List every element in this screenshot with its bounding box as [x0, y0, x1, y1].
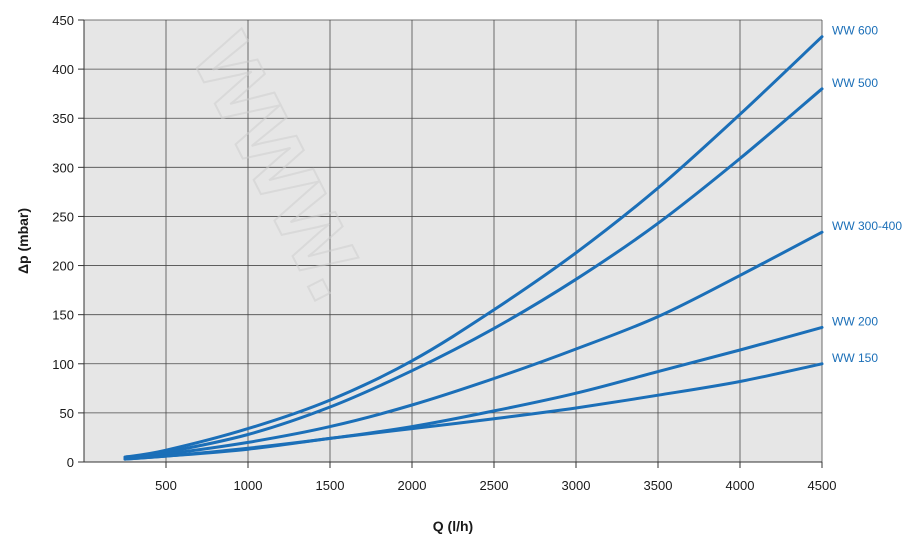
- y-tick-label: 100: [52, 357, 74, 372]
- y-axis-title: Δp (mbar): [15, 208, 31, 274]
- y-tick-label: 150: [52, 308, 74, 323]
- y-tick-label: 400: [52, 62, 74, 77]
- series-label-ww-150: WW 150: [832, 351, 878, 365]
- series-line-ww-600: [123, 35, 824, 459]
- series-line-ww-300-400: [123, 230, 824, 460]
- x-tick-label: 1500: [316, 478, 345, 493]
- series-label-ww-300-400: WW 300-400: [832, 219, 902, 233]
- y-tick-label: 200: [52, 259, 74, 274]
- x-tick-label: 500: [155, 478, 177, 493]
- y-axis-ticks: 0 50 100 150 200 250 300 350 400 450: [52, 13, 84, 470]
- y-tick-label: 0: [67, 455, 74, 470]
- x-tick-label: 3000: [562, 478, 591, 493]
- x-tick-label: 4500: [808, 478, 837, 493]
- series-line-ww-500: [123, 87, 824, 459]
- y-tick-label: 350: [52, 111, 74, 126]
- series-label-ww-500: WW 500: [832, 76, 878, 90]
- x-tick-label: 4000: [726, 478, 755, 493]
- series-lines: [123, 35, 824, 461]
- series-label-ww-200: WW 200: [832, 314, 878, 328]
- series-labels: WW 600 WW 500 WW 300-400 WW 200 WW 150: [832, 24, 902, 365]
- x-axis-title: Q (l/h): [433, 518, 473, 534]
- y-tick-label: 450: [52, 13, 74, 28]
- series-label-ww-600: WW 600: [832, 24, 878, 38]
- x-tick-label: 3500: [644, 478, 673, 493]
- y-tick-label: 250: [52, 209, 74, 224]
- x-tick-label: 2000: [398, 478, 427, 493]
- y-tick-label: 50: [60, 406, 74, 421]
- y-tick-label: 300: [52, 160, 74, 175]
- x-axis-ticks: 500 1000 1500 2000 2500 3000 3500 4000 4500: [155, 462, 836, 493]
- x-tick-label: 2500: [480, 478, 509, 493]
- grid: [83, 19, 823, 463]
- x-tick-label: 1000: [234, 478, 263, 493]
- series-line-ww-150: [123, 362, 824, 461]
